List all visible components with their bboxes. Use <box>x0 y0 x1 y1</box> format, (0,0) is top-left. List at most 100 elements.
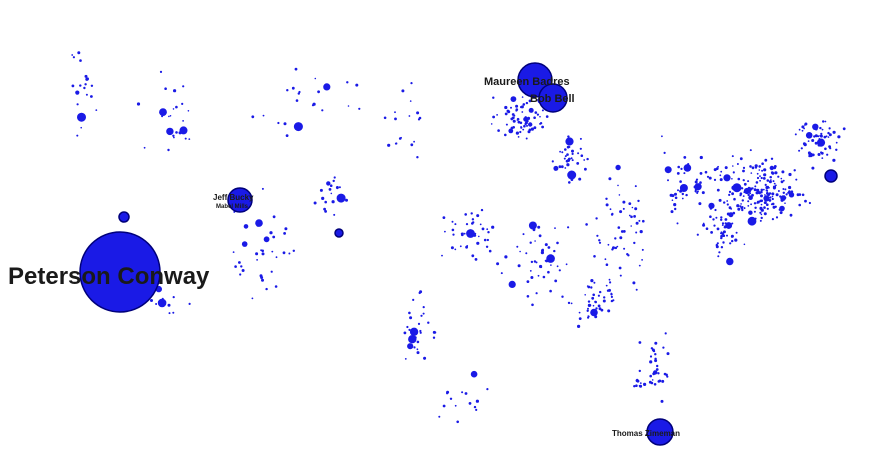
location-dot <box>634 185 637 188</box>
location-dot <box>288 252 291 255</box>
location-dot <box>811 139 815 142</box>
location-dot <box>512 119 516 123</box>
location-dot <box>333 176 336 179</box>
location-dot <box>780 198 784 202</box>
location-dot <box>736 204 740 208</box>
location-dot <box>456 420 460 424</box>
location-dot <box>749 165 752 168</box>
location-dot <box>525 137 528 140</box>
location-dot <box>90 84 94 88</box>
location-dot <box>519 130 522 134</box>
location-dot <box>551 160 554 163</box>
location-dot <box>513 114 516 117</box>
location-dot <box>694 180 698 184</box>
location-dot <box>696 233 699 236</box>
location-dot <box>699 181 702 184</box>
location-dot <box>766 191 769 194</box>
location-dot <box>633 241 636 245</box>
location-dot <box>491 225 495 229</box>
location-dot <box>809 135 812 138</box>
location-dot <box>596 234 599 237</box>
location-dot <box>739 194 742 197</box>
location-dot <box>789 213 793 217</box>
location-dot <box>749 149 752 152</box>
location-dot <box>701 191 705 195</box>
location-dot <box>710 231 713 234</box>
location-dot <box>532 228 536 232</box>
location-dot <box>728 190 732 193</box>
location-dot <box>515 104 519 108</box>
location-dot <box>759 211 762 214</box>
location-dot <box>820 139 823 143</box>
location-dot <box>808 152 814 158</box>
location-dot <box>168 312 171 315</box>
location-dot <box>759 179 761 182</box>
location-dot <box>667 179 669 182</box>
location-dot <box>577 152 580 155</box>
location-dot <box>636 379 640 383</box>
location-dot <box>635 231 638 234</box>
location-dot <box>324 210 327 213</box>
location-dot <box>523 124 526 128</box>
location-dot <box>516 119 519 121</box>
location-dot <box>607 309 611 313</box>
location-dot <box>76 103 79 106</box>
location-dot <box>505 123 508 126</box>
location-dot <box>837 135 841 139</box>
location-dot <box>526 124 528 127</box>
location-dot <box>587 307 589 310</box>
location-dot <box>723 201 726 204</box>
location-dot <box>720 218 723 221</box>
location-dot <box>753 202 757 205</box>
location-dot <box>817 135 820 138</box>
location-dot <box>781 170 785 174</box>
location-dot <box>832 158 836 162</box>
location-dot <box>172 311 175 314</box>
location-dot <box>828 127 831 130</box>
location-dot <box>779 205 785 212</box>
location-dot <box>616 245 619 248</box>
location-dot <box>167 303 171 307</box>
location-dot <box>712 218 715 221</box>
location-dot <box>777 190 780 192</box>
location-dot <box>764 194 766 196</box>
location-dot <box>239 273 242 276</box>
location-dot <box>241 241 248 247</box>
location-dot <box>808 201 812 205</box>
location-dot <box>777 175 780 178</box>
location-dot <box>584 294 586 296</box>
location-dot <box>232 251 235 254</box>
location-dot <box>539 264 543 269</box>
location-dot <box>77 112 86 122</box>
location-dot <box>715 167 719 171</box>
location-dot <box>630 215 633 219</box>
location-dot <box>718 198 722 202</box>
location-dot <box>720 170 723 173</box>
location-dot <box>603 296 606 299</box>
location-dot <box>408 335 417 344</box>
location-dot <box>649 360 653 364</box>
location-dot <box>818 138 821 140</box>
location-dot <box>735 231 738 234</box>
location-dot <box>626 253 629 256</box>
location-dot <box>769 196 772 199</box>
location-dot <box>790 190 794 193</box>
location-dot <box>547 246 551 249</box>
location-dot <box>423 357 426 360</box>
location-dot <box>452 233 455 236</box>
location-dot <box>536 113 540 116</box>
location-dot <box>755 191 759 195</box>
location-dot <box>731 192 734 196</box>
bubble-thomas-zimeman <box>646 418 674 446</box>
location-dot <box>622 230 626 233</box>
location-dot <box>465 245 468 249</box>
location-dot <box>90 95 93 98</box>
location-dot <box>324 200 328 204</box>
location-dot <box>358 107 361 110</box>
location-dot <box>530 127 535 131</box>
location-dot <box>71 84 75 88</box>
location-dot <box>578 311 581 314</box>
location-dot <box>265 287 268 291</box>
location-dot <box>796 193 800 197</box>
location-dot <box>722 234 726 237</box>
